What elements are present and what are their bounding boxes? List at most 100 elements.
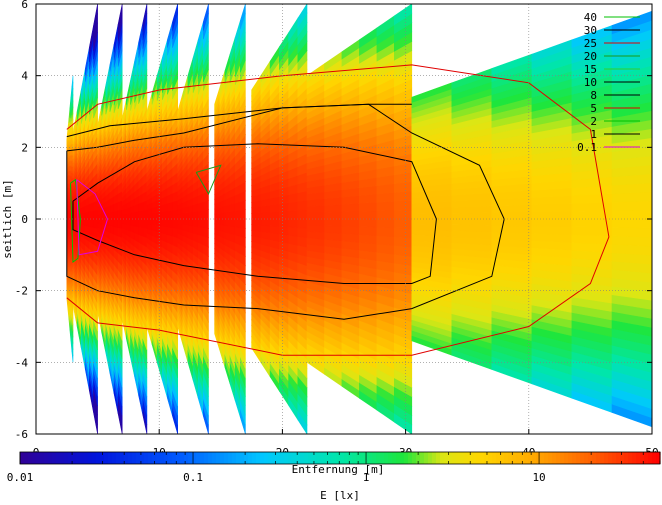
- iso-curve-40: [70, 178, 81, 263]
- y-tick-label: 6: [21, 0, 28, 11]
- iso-curve-10: [66, 103, 505, 320]
- colorbar-cell: [28, 452, 33, 464]
- colorbar-cell: [460, 452, 465, 464]
- colorbar-cell: [440, 452, 445, 464]
- colorbar-cell: [280, 452, 285, 464]
- colorbar-cell: [216, 452, 221, 464]
- colorbar-cell: [520, 452, 525, 464]
- iso-curve-0.1: [76, 179, 109, 256]
- colorbar-cell: [388, 452, 393, 464]
- colorbar-cell: [580, 452, 585, 464]
- y-axis-label: seitlich [m]: [1, 179, 14, 258]
- colorbar-cell: [512, 452, 517, 464]
- colorbar-cell: [612, 452, 617, 464]
- colorbar-cell: [144, 452, 149, 464]
- colorbar-cell: [260, 452, 265, 464]
- colorbar-cell: [556, 452, 561, 464]
- colorbar-cell: [248, 452, 253, 464]
- colorbar-cell: [76, 452, 81, 464]
- colorbar-cell: [180, 452, 185, 464]
- colorbar-cell: [492, 452, 497, 464]
- legend-label: 1: [590, 128, 597, 141]
- colorbar-cell: [152, 452, 157, 464]
- colorbar-cell: [160, 452, 165, 464]
- colorbar-cell: [220, 452, 225, 464]
- iso-curve-1: [66, 103, 412, 138]
- colorbar-cell: [72, 452, 77, 464]
- colorbar-cell: [504, 452, 509, 464]
- colorbar-cell: [32, 452, 37, 464]
- colorbar-cell: [148, 452, 153, 464]
- colorbar-cell: [464, 452, 469, 464]
- colorbar-cell: [316, 452, 321, 464]
- colorbar-cell: [188, 452, 193, 464]
- colorbar-cell: [52, 452, 57, 464]
- colorbar-cell: [36, 452, 41, 464]
- colorbar-cell: [20, 452, 25, 464]
- colorbar-cell: [68, 452, 73, 464]
- colorbar-cell: [480, 452, 485, 464]
- colorbar-cell: [428, 452, 433, 464]
- colorbar-cell: [568, 452, 573, 464]
- colorbar-cell: [652, 452, 657, 464]
- colorbar-cell: [332, 452, 337, 464]
- colorbar-cell: [48, 452, 53, 464]
- colorbar-cell: [236, 452, 241, 464]
- colorbar-cell: [112, 452, 117, 464]
- colorbar-cell: [308, 452, 313, 464]
- colorbar-cell: [88, 452, 93, 464]
- colorbar-cell: [320, 452, 325, 464]
- colorbar-cell: [444, 452, 449, 464]
- legend-label: 30: [584, 24, 597, 37]
- colorbar-cell: [624, 452, 629, 464]
- colorbar-cell: [208, 452, 213, 464]
- colorbar-cell: [104, 452, 109, 464]
- colorbar-cell: [412, 452, 417, 464]
- field-segment: [72, 4, 98, 434]
- colorbar-cell: [380, 452, 385, 464]
- colorbar-cell: [100, 452, 105, 464]
- colorbar-cell: [276, 452, 281, 464]
- colorbar-cell: [408, 452, 413, 464]
- colorbar-cell: [56, 452, 61, 464]
- colorbar-cell: [536, 452, 541, 464]
- y-tick-label: -2: [15, 285, 28, 298]
- y-tick-label: -4: [15, 356, 29, 369]
- colorbar-cell: [564, 452, 569, 464]
- colorbar-cell: [336, 452, 341, 464]
- field-segment: [251, 4, 308, 434]
- colorbar-cell: [264, 452, 269, 464]
- colorbar-cell: [132, 452, 137, 464]
- colorbar-cell: [176, 452, 181, 464]
- colorbar-cell: [244, 452, 249, 464]
- field-segment: [214, 4, 246, 434]
- colorbar-cell: [600, 452, 605, 464]
- colorbar-cell: [508, 452, 513, 464]
- colorbar-cell: [84, 452, 89, 464]
- colorbar-cell: [304, 452, 309, 464]
- field-segment: [177, 4, 209, 434]
- colorbar-cell: [224, 452, 229, 464]
- colorbar-cell: [640, 452, 645, 464]
- colorbar-cell: [40, 452, 45, 464]
- colorbar-tick-label: 10: [532, 471, 545, 484]
- colorbar-cell: [540, 452, 545, 464]
- colorbar-cell: [228, 452, 233, 464]
- colorbar-cell: [252, 452, 257, 464]
- legend-label: 10: [584, 76, 597, 89]
- colorbar-cell: [328, 452, 333, 464]
- colorbar-cell: [644, 452, 649, 464]
- colorbar-cell: [268, 452, 273, 464]
- colorbar-cell: [472, 452, 477, 464]
- colorbar-cell: [516, 452, 521, 464]
- colorbar-cell: [436, 452, 441, 464]
- colorbar-cell: [120, 452, 125, 464]
- colorbar-cell: [124, 452, 129, 464]
- colorbar-cell: [384, 452, 389, 464]
- colorbar-cell: [272, 452, 277, 464]
- field-segment: [306, 4, 413, 434]
- colorbar-cell: [620, 452, 625, 464]
- colorbar-cell: [544, 452, 549, 464]
- colorbar-cell: [96, 452, 101, 464]
